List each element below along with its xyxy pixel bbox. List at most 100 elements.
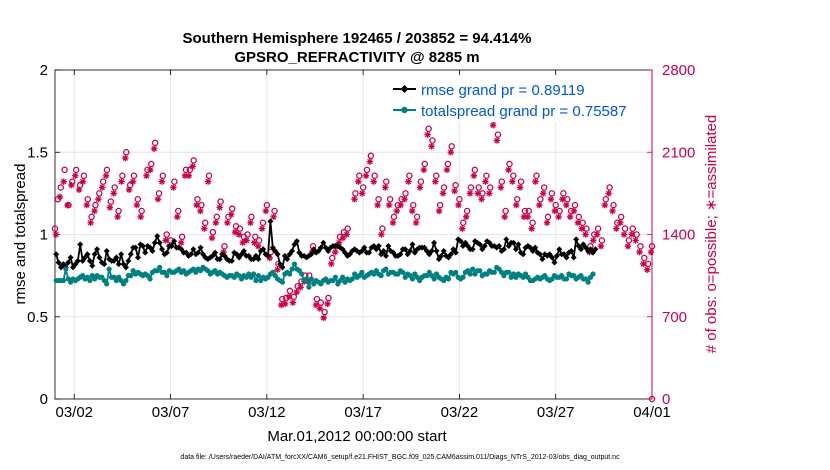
assimilated-obs-marker <box>547 196 555 203</box>
assimilated-obs-marker <box>509 178 516 185</box>
asterisk-stroke <box>540 190 546 197</box>
totalspread-marker <box>303 276 310 282</box>
assimilated-obs-marker <box>351 196 358 203</box>
possible-obs-marker <box>506 160 513 168</box>
assimilated-obs-marker <box>378 231 385 238</box>
assimilated-obs-marker <box>324 300 331 308</box>
assimilated-obs-marker <box>201 225 208 232</box>
rmse-marker <box>500 246 507 253</box>
rmse-marker <box>553 252 560 259</box>
rmse-marker <box>118 251 125 258</box>
asterisk-stroke <box>251 239 258 246</box>
asterisk-stroke <box>644 266 650 273</box>
asterisk-stroke <box>494 137 500 144</box>
asterisk-stroke <box>243 237 250 244</box>
asterisk-stroke <box>571 208 577 214</box>
assimilated-obs-marker <box>143 172 150 179</box>
rmse-marker <box>264 252 271 259</box>
possible-obs-marker <box>115 207 122 215</box>
x-tick-label: 03/27 <box>537 404 575 421</box>
rmse-marker <box>245 252 252 259</box>
y-left-tick-label: 0 <box>40 391 48 408</box>
asterisk-stroke <box>197 208 204 214</box>
possible-obs-marker <box>571 201 579 209</box>
y-left-tick-label: 1 <box>40 227 48 244</box>
possible-obs-marker <box>356 172 363 179</box>
rmse-marker <box>151 239 158 246</box>
totalspread-marker <box>128 273 134 279</box>
asterisk-stroke <box>590 237 597 244</box>
legend-spread-marker <box>401 106 408 114</box>
totalspread-marker <box>308 276 314 282</box>
possible-obs-marker <box>498 178 506 185</box>
assimilated-obs-marker <box>208 234 216 242</box>
possible-obs-marker <box>138 207 145 215</box>
assimilated-obs-marker <box>339 234 347 242</box>
assimilated-obs-marker <box>482 178 489 185</box>
asterisk-stroke <box>344 231 350 238</box>
totalspread-marker <box>349 276 355 282</box>
rmse-marker <box>375 243 382 250</box>
rmse-marker <box>171 238 178 245</box>
rmse-marker <box>431 239 438 246</box>
assimilated-obs-marker <box>122 154 129 162</box>
totalspread-marker <box>453 269 459 275</box>
rmse-marker <box>197 244 204 251</box>
rmse-marker <box>115 261 122 268</box>
possible-obs-marker <box>175 207 182 215</box>
asterisk-stroke <box>122 155 129 161</box>
assimilated-obs-marker <box>636 248 643 256</box>
rmse-marker <box>281 252 288 259</box>
assimilated-obs-marker <box>355 178 362 185</box>
possible-obs-marker <box>88 213 95 221</box>
possible-obs-marker <box>517 178 525 185</box>
assimilated-obs-marker <box>320 314 327 322</box>
assimilated-obs-marker <box>501 213 508 221</box>
totalspread-marker <box>359 269 365 275</box>
possible-obs-marker <box>575 213 583 221</box>
rmse-marker <box>67 254 74 261</box>
x-tick-label: 04/01 <box>633 404 671 421</box>
assimilated-obs-marker <box>281 300 289 308</box>
rmse-marker <box>301 252 308 259</box>
rmse-marker <box>74 257 81 264</box>
asterisk-stroke <box>224 219 231 226</box>
asterisk-stroke <box>216 204 223 211</box>
asterisk-stroke <box>232 229 238 235</box>
possible-obs-marker <box>486 184 494 191</box>
assimilated-obs-marker <box>470 172 478 179</box>
asterisk-stroke <box>563 202 570 208</box>
possible-obs-marker <box>606 184 613 191</box>
possible-obs-marker <box>402 190 409 197</box>
rmse-marker <box>91 251 98 258</box>
rmse-marker <box>443 252 450 259</box>
assimilated-obs-marker <box>428 143 435 150</box>
legend-box <box>390 76 642 122</box>
rmse-marker <box>122 264 129 271</box>
y-right-tick-label: 0 <box>662 391 670 408</box>
asterisk-stroke <box>490 122 496 128</box>
asterisk-stroke <box>159 178 165 185</box>
possible-obs-marker <box>379 225 386 232</box>
assimilated-obs-marker <box>316 305 323 312</box>
possible-obs-marker <box>444 160 452 168</box>
y-right-tick-label: 2100 <box>662 144 695 161</box>
assimilated-obs-marker <box>174 213 181 221</box>
asterisk-stroke <box>84 202 90 208</box>
rmse-marker <box>228 257 235 264</box>
possible-obs-marker <box>409 201 417 209</box>
possible-obs-marker <box>440 184 448 191</box>
asterisk-stroke <box>567 214 573 220</box>
assimilated-obs-marker <box>647 248 655 256</box>
asterisk-stroke <box>613 225 620 232</box>
rmse-marker <box>250 256 257 263</box>
asterisk-stroke <box>162 237 169 244</box>
rmse-marker <box>187 251 194 258</box>
totalspread-marker <box>60 277 66 284</box>
rmse-marker <box>132 244 139 251</box>
y-right-tick-label: 1400 <box>662 227 695 244</box>
asterisk-stroke <box>80 178 86 185</box>
asterisk-stroke <box>575 219 581 226</box>
possible-obs-marker <box>425 125 432 133</box>
